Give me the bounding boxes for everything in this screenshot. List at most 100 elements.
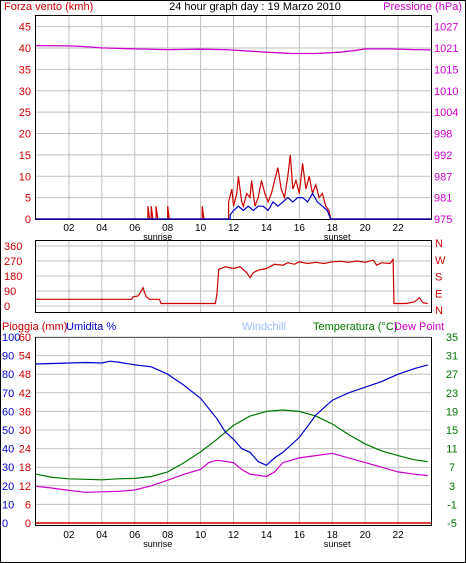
time-tick-label: 02 [63, 530, 75, 541]
wind-tick-label: 40 [19, 43, 31, 55]
sunset-label: sunset [324, 232, 351, 242]
pressure-tick-label: 1004 [434, 107, 458, 119]
direction-tick-label: 180 [4, 271, 22, 283]
dew-point-label: Dew Point [394, 321, 444, 333]
rain-tick-label: 24 [19, 444, 31, 456]
rain-tick-label: 30 [19, 425, 31, 437]
time-tick-label: 16 [294, 223, 306, 234]
wind-tick-label: 20 [19, 129, 31, 141]
rain-tick-label: 36 [19, 406, 31, 418]
wind-tick-label: 25 [19, 107, 31, 119]
dew-point-line [35, 452, 428, 493]
pressure-tick-label: 1010 [434, 86, 458, 98]
humidity-tick-label: 20 [2, 481, 14, 493]
time-tick-label: 06 [129, 223, 141, 234]
time-tick-label: 12 [228, 223, 240, 234]
time-tick-label: 14 [261, 530, 273, 541]
rain-tick-label: 42 [19, 388, 31, 400]
compass-label: W [435, 255, 446, 267]
pressure-line [35, 44, 432, 55]
pressure-tick-label: 1027 [434, 22, 458, 34]
rain-tick-label: 12 [19, 481, 31, 493]
compass-label: E [435, 288, 442, 300]
direction-tick-label: 360 [4, 241, 22, 253]
time-tick-label: 12 [228, 530, 240, 541]
time-tick-label: 22 [393, 530, 405, 541]
time-tick-label: 20 [360, 530, 372, 541]
humidity-tick-label: 30 [2, 462, 14, 474]
wind-average-line [36, 192, 431, 220]
rain-tick-label: 48 [19, 369, 31, 381]
data-series [35, 44, 432, 524]
temperature-tick-label: -5 [447, 518, 457, 530]
temperature-tick-label: 11 [446, 444, 457, 456]
temperature-tick-label: 15 [446, 425, 458, 437]
rain-tick-label: 18 [19, 462, 31, 474]
pressure-tick-label: 1021 [434, 43, 458, 55]
temperature-line [35, 409, 428, 481]
time-tick-label: 08 [162, 530, 174, 541]
wind-tick-label: 0 [25, 214, 31, 226]
time-tick-label: 06 [129, 530, 141, 541]
chart-title: 24 hour graph day : 19 Marzo 2010 [169, 1, 341, 13]
temperature-tick-label: 19 [446, 406, 458, 418]
compass-label: N [435, 305, 443, 317]
time-tick-label: 04 [96, 530, 108, 541]
humidity-tick-label: 90 [2, 351, 14, 363]
direction-tick-label: 270 [4, 256, 22, 268]
wind-tick-label: 5 [25, 193, 31, 205]
time-tick-label: 18 [327, 530, 339, 541]
humidity-tick-label: 50 [2, 425, 14, 437]
time-tick-label: 16 [294, 530, 306, 541]
humidity-tick-label: 40 [2, 444, 14, 456]
time-tick-label: 18 [327, 223, 339, 234]
rain-tick-label: 0 [25, 518, 31, 530]
temperature-tick-label: 3 [449, 481, 455, 493]
pressure-axis-title: Pressione (hPa) [383, 1, 462, 13]
wind-tick-label: 30 [19, 86, 31, 98]
temperature-axis-title: Temperatura (°C) [313, 321, 397, 333]
time-tick-label: 14 [261, 223, 273, 234]
humidity-tick-label: 80 [2, 369, 14, 381]
pressure-tick-label: 975 [434, 214, 452, 226]
wind-tick-label: 10 [19, 171, 31, 183]
sunset-label: sunset [324, 539, 351, 549]
temperature-tick-label: 7 [449, 462, 455, 474]
windchill-label: Windchill [242, 321, 286, 333]
time-tick-label: 10 [195, 223, 207, 234]
humidity-line [35, 360, 428, 467]
pressure-tick-label: 987 [434, 171, 452, 183]
humidity-tick-label: 70 [2, 388, 14, 400]
wind-tick-label: 35 [19, 64, 31, 76]
pressure-tick-label: 992 [434, 150, 452, 162]
humidity-axis-title: Umidita % [66, 321, 116, 333]
temperature-tick-label: 31 [446, 351, 458, 363]
time-tick-label: 02 [63, 223, 75, 234]
temperature-tick-label: 23 [446, 388, 458, 400]
time-tick-label: 10 [195, 530, 207, 541]
wind-tick-label: 45 [19, 22, 31, 34]
temperature-tick-label: -1 [447, 499, 457, 511]
humidity-tick-label: 10 [2, 499, 14, 511]
rain-tick-label: 54 [19, 351, 31, 363]
time-tick-label: 20 [360, 223, 372, 234]
humidity-tick-label: 0 [2, 518, 8, 530]
direction-tick-label: 90 [4, 286, 16, 298]
wind-direction-line [36, 257, 428, 305]
rain-tick-label: 60 [19, 332, 31, 344]
wind-axis-title: Forza vento (kmh) [4, 1, 93, 13]
pressure-tick-label: 998 [434, 129, 452, 141]
wind-speed-line [36, 154, 431, 220]
pressure-tick-label: 981 [434, 193, 452, 205]
time-tick-label: 08 [162, 223, 174, 234]
humidity-tick-label: 60 [2, 406, 14, 418]
compass-label: N [435, 238, 443, 250]
rain-axis-title: Pioggia (mm) [2, 321, 67, 333]
time-tick-label: 04 [96, 223, 108, 234]
time-tick-label: 22 [393, 223, 405, 234]
pressure-tick-label: 1015 [434, 64, 458, 76]
temperature-tick-label: 27 [446, 369, 458, 381]
